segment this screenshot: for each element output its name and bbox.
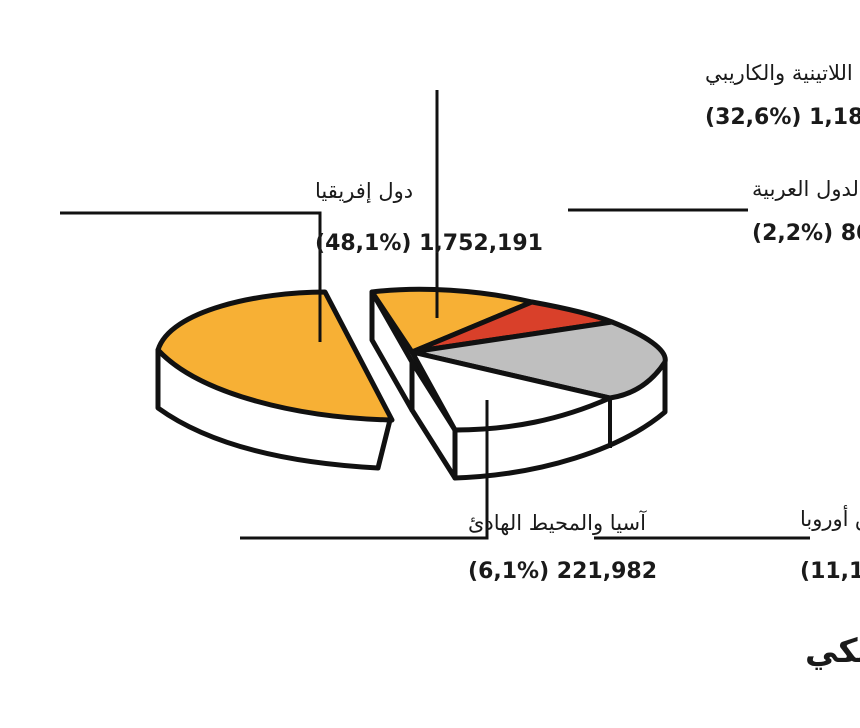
label-africa-name: دول إفريقيا	[315, 179, 413, 204]
leader-line-asia-pacific	[240, 400, 489, 540]
pie-slice-asia-pacific	[409, 349, 613, 433]
label-eastern-europe-name: دول شرق أوروبا	[800, 505, 860, 531]
pie-slice-africa	[155, 289, 395, 471]
slice-labels: أمريكا اللاتينية والكاريبي 1,187,037 (32…	[315, 59, 860, 671]
label-asia-pacific-value: 221,982 (6,1%)	[468, 559, 657, 584]
leader-lines	[60, 90, 810, 540]
leader-line-africa	[60, 211, 322, 342]
label-arab-states-name: الدول العربية	[752, 177, 860, 201]
label-africa-value: 1,752,191 (48,1%)	[315, 231, 543, 256]
chart-title: تمويل المشروع كاملاً بالدولار الأمريكي	[805, 629, 860, 671]
label-eastern-europe-value: 405,383 (11,1%)	[800, 559, 860, 584]
label-arab-states-value: 80,000 (2,2%)	[752, 221, 860, 246]
pie-slice-eastern-europe	[409, 319, 668, 401]
pie-drawing	[155, 286, 668, 481]
label-latin-america-value: 1,187,037 (32,6%)	[705, 105, 860, 130]
label-asia-pacific-name: آسيا والمحيط الهادئ	[468, 510, 647, 535]
label-latin-america-name: أمريكا اللاتينية والكاريبي	[705, 59, 860, 85]
